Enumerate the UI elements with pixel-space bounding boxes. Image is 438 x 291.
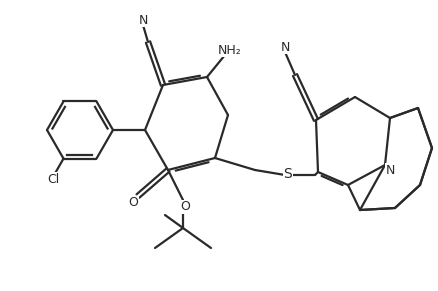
Text: S: S	[283, 167, 292, 181]
Text: N: N	[138, 13, 147, 26]
Text: O: O	[128, 196, 138, 210]
Text: N: N	[280, 40, 289, 54]
Text: N: N	[385, 164, 394, 177]
Text: Cl: Cl	[47, 173, 60, 186]
Text: NH₂: NH₂	[218, 43, 241, 56]
Text: O: O	[180, 200, 190, 214]
